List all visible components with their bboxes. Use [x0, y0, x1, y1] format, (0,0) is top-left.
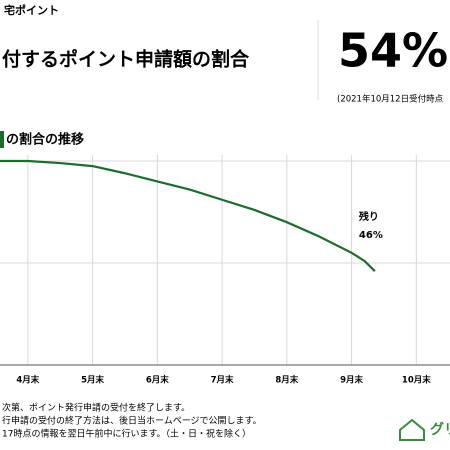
- as-of: (2021年10月12日受付時点: [337, 94, 444, 105]
- chart-title: の割合の推移: [6, 132, 84, 148]
- x-tick-label: 10月末: [402, 375, 431, 386]
- annotation: 残り: [359, 210, 379, 223]
- kicker: 宅ポイント: [4, 3, 59, 17]
- headline: 54%: [338, 24, 448, 78]
- page-title: 付するポイント申請額の割合: [2, 48, 250, 71]
- x-tick-label: 5月末: [81, 375, 104, 386]
- value-label: 46%: [359, 230, 383, 241]
- x-tick-label: 7月末: [211, 375, 234, 386]
- note: 行申請の受付の終了方法は、後日当ホームページで公開します。: [2, 415, 262, 427]
- line: [0, 159, 376, 272]
- x-tick-label: 4月末: [16, 375, 39, 386]
- plot: 4月末 5月末 6月末 7月末 8月末 9月末 10月末 残り 46%: [0, 155, 450, 386]
- x-tick-label: 8月末: [275, 375, 298, 386]
- logo: グリ: [430, 421, 450, 438]
- note: 17時点の情報を翌日午前中に行います。（土・日・祝を除く）: [2, 428, 251, 440]
- x-tick-label: 6月末: [146, 375, 169, 386]
- note: 次第、ポイント発行申請の受付を終了します。: [2, 402, 190, 414]
- logo-icon: [399, 418, 425, 441]
- x-tick-label: 9月末: [340, 375, 363, 386]
- section-marker: [0, 131, 4, 148]
